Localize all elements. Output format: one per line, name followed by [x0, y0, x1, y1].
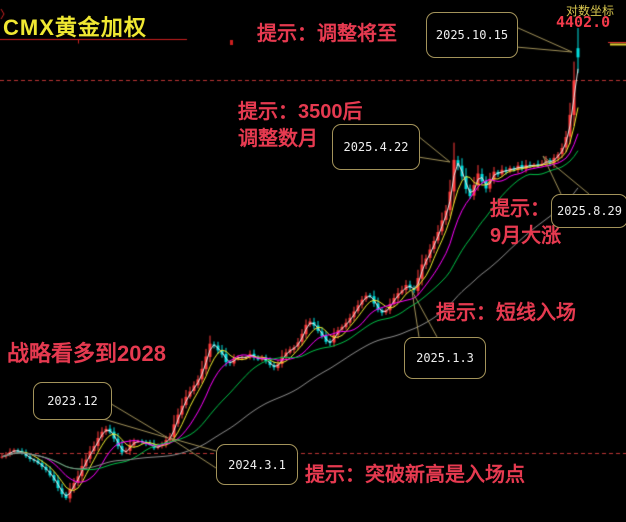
hint-adjustment-coming[interactable]: 提示：调整将至 [257, 23, 397, 45]
peak-price-label: 4402.0 [556, 13, 611, 31]
callout-2025-4-22[interactable]: 2025.4.22 [332, 124, 420, 170]
callout-2025-1-3[interactable]: 2025.1.3 [404, 337, 486, 379]
callout-2025-8-29[interactable]: 2025.8.29 [551, 194, 626, 228]
hint-breakout-entry[interactable]: 提示：突破新高是入场点 [305, 464, 525, 486]
callout-2024-3-1[interactable]: 2024.3.1 [216, 444, 298, 485]
hint-strategic-bullish[interactable]: 战略看多到2028 [7, 341, 166, 366]
callout-2025-10-15[interactable]: 2025.10.15 [426, 12, 518, 58]
hint-september-rally[interactable]: 提示： 9月大涨 [490, 198, 562, 247]
log-scale-label: 对数坐标 [566, 4, 615, 18]
callout-2023-12[interactable]: 2023.12 [33, 382, 112, 420]
hint-after-3500[interactable]: 提示：3500后 调整数月 [238, 101, 363, 150]
hint-short-term-entry[interactable]: 提示：短线入场 [436, 302, 576, 324]
symbol-title: CMX黄金加权 [3, 15, 147, 40]
